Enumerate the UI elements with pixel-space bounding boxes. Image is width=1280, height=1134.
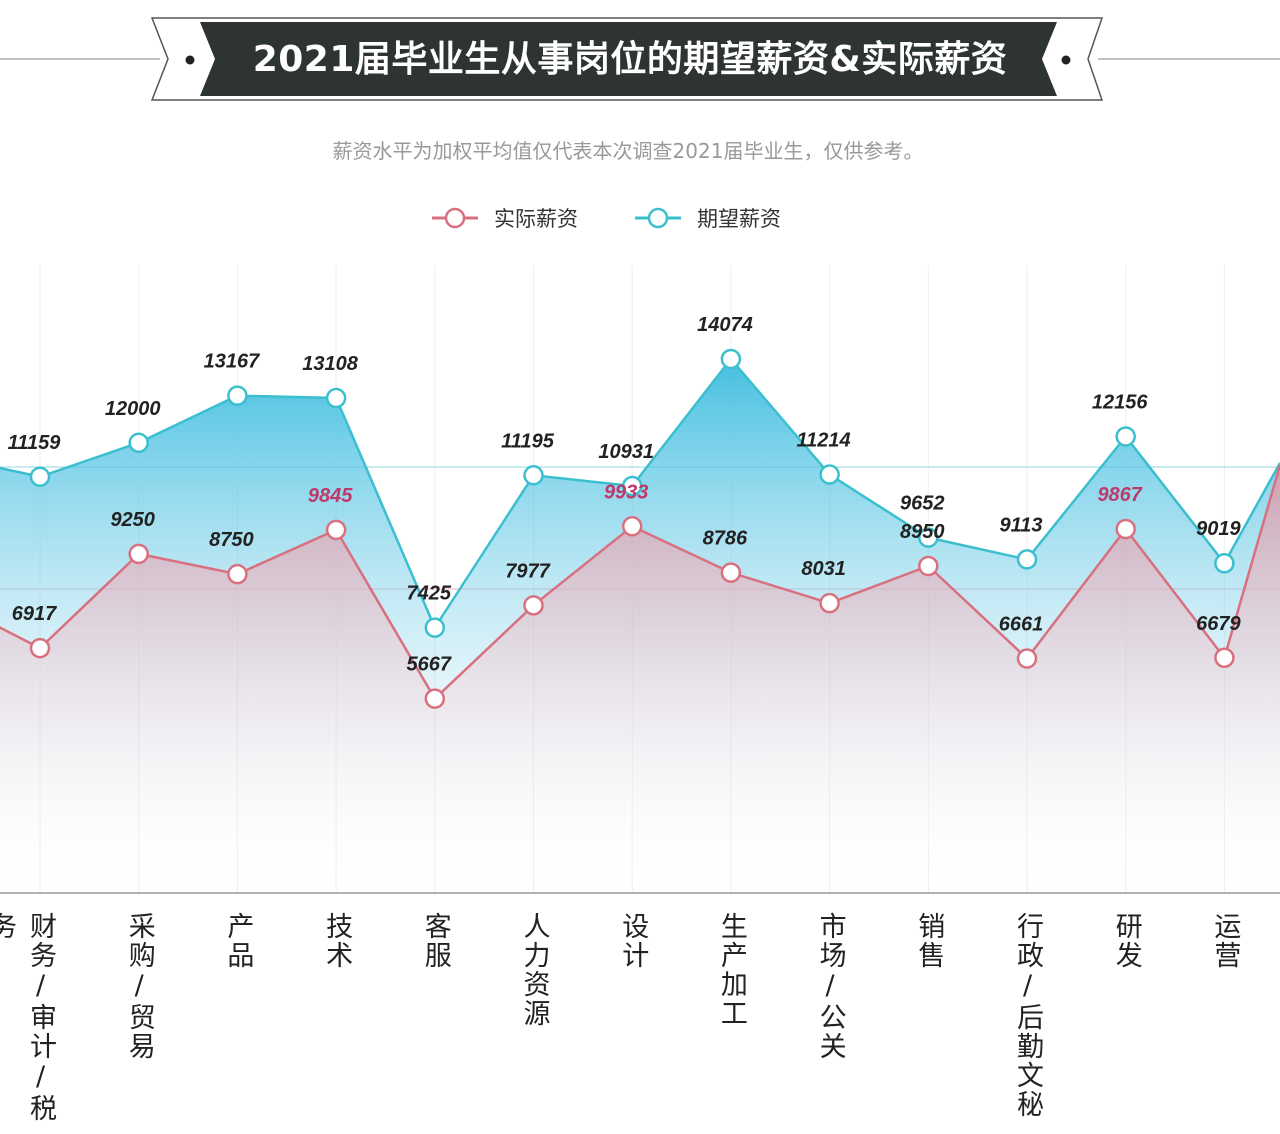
data-point-expected	[325, 387, 347, 409]
data-label-expected: 10931	[598, 441, 654, 463]
data-label-actual: 7977	[505, 560, 550, 582]
data-label-expected: 13108	[302, 353, 358, 375]
data-label-expected: 7425	[407, 583, 452, 605]
data-point-expected	[819, 464, 840, 485]
data-label-actual: 9845	[308, 485, 353, 507]
data-point-actual	[227, 563, 248, 585]
data-label-actual: 8031	[801, 558, 846, 580]
x-tick-label: 技术	[321, 912, 353, 970]
data-point-actual	[1115, 518, 1136, 540]
legend-marker-actual-icon	[432, 207, 478, 229]
legend: 实际薪资 期望薪资	[430, 203, 781, 233]
x-tick-label: 行政/后勤文秘	[1012, 912, 1043, 1119]
data-point-expected	[29, 466, 51, 488]
data-label-expected: 14074	[697, 314, 753, 336]
legend-item-actual[interactable]: 实际薪资	[430, 203, 578, 233]
data-point-actual	[523, 595, 544, 616]
data-label-actual: 6661	[999, 613, 1044, 635]
data-point-expected	[128, 432, 149, 454]
data-label-actual: 6679	[1196, 613, 1241, 635]
x-tick-label: 人力资源	[518, 912, 550, 1028]
data-label-actual: 9867	[1097, 484, 1142, 506]
data-label-expected: 9019	[1196, 518, 1241, 540]
data-label-expected: 12000	[105, 398, 161, 420]
data-point-expected	[918, 527, 939, 548]
data-point-expected	[1214, 552, 1235, 574]
data-label-expected: 13167	[204, 351, 260, 373]
x-tick-label: 财务/审计/税务	[0, 912, 56, 1123]
x-tick-label: 运营	[1209, 912, 1241, 970]
data-label-expected: 11195	[501, 430, 555, 452]
data-point-actual	[918, 555, 939, 577]
data-label-actual: 9933	[604, 481, 649, 503]
data-point-expected	[424, 617, 446, 638]
data-label-expected: 11214	[797, 430, 851, 452]
data-point-actual	[1016, 648, 1038, 669]
data-point-expected	[227, 385, 248, 406]
data-label-actual: 5667	[407, 654, 452, 676]
data-point-expected	[1016, 549, 1038, 570]
data-label-expected: 9652	[900, 493, 945, 515]
data-point-actual	[720, 562, 742, 583]
chart-subtitle: 薪资水平为加权平均值仅代表本次调查2021届毕业生，仅供参考。	[332, 139, 924, 163]
area-actual	[0, 465, 1280, 893]
data-point-actual	[29, 637, 51, 659]
x-tick-label: 客服	[419, 912, 451, 970]
data-point-expected	[1115, 426, 1136, 447]
chart-title: 2021届毕业生从事岗位的期望薪资&实际薪资	[252, 39, 1008, 80]
data-point-actual	[128, 543, 149, 565]
x-tick-label: 产品	[222, 912, 254, 970]
legend-label-actual: 实际薪资	[494, 207, 578, 231]
bullet-icon	[1061, 55, 1071, 65]
data-label-actual: 9250	[110, 509, 155, 531]
data-point-actual	[325, 519, 347, 541]
data-label-expected: 12156	[1092, 391, 1148, 413]
data-label-expected: 9113	[999, 514, 1042, 536]
data-point-expected	[523, 465, 544, 486]
data-label-actual: 6917	[12, 603, 57, 625]
x-tick-label: 生产加工	[715, 912, 747, 1028]
x-tick-label: 采购/贸易	[123, 912, 155, 1061]
x-tick-label: 销售	[913, 912, 945, 970]
title-banner	[0, 17, 1280, 101]
x-tick-label: 研发	[1110, 912, 1142, 970]
legend-label-expected: 期望薪资	[697, 207, 781, 231]
data-label-actual: 8786	[703, 528, 748, 550]
data-label-actual: 8750	[209, 529, 254, 551]
bullet-icon	[185, 55, 195, 65]
data-point-actual	[1214, 647, 1235, 669]
data-point-actual	[424, 688, 446, 709]
data-point-expected	[621, 475, 643, 497]
data-point-actual	[621, 516, 643, 537]
legend-marker-expected-icon	[635, 207, 681, 229]
x-tick-label: 设计	[617, 912, 649, 970]
data-label-expected: 11159	[8, 432, 62, 454]
legend-item-expected[interactable]: 期望薪资	[633, 203, 781, 233]
x-tick-label: 市场/公关	[814, 912, 846, 1061]
data-label-actual: 8950	[900, 521, 945, 543]
data-point-expected	[720, 348, 742, 370]
data-point-actual	[819, 592, 840, 614]
